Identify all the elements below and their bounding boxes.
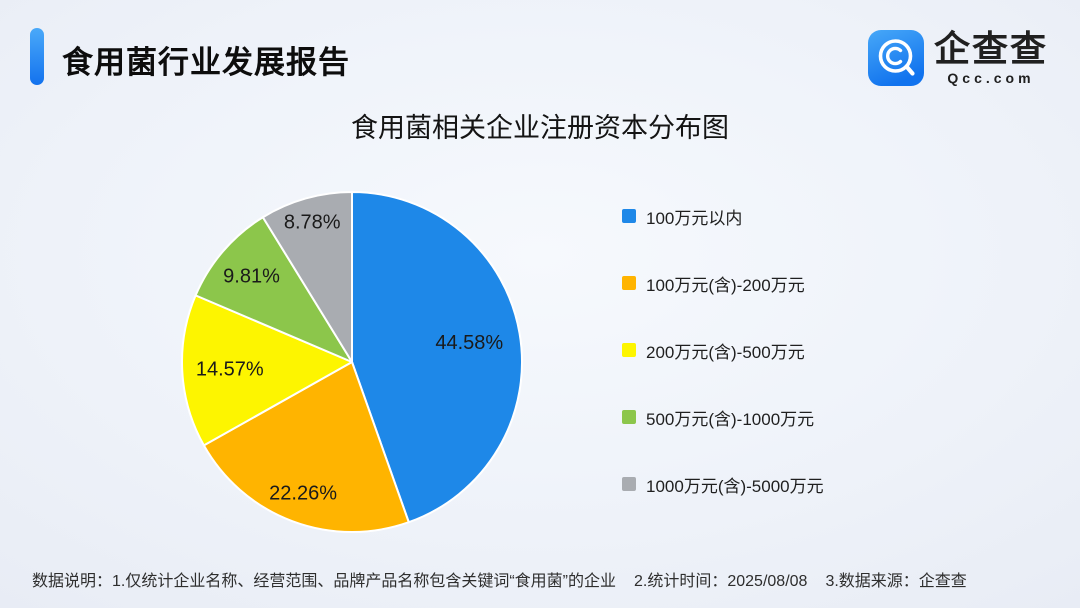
legend-label: 1000万元(含)-5000万元 (646, 476, 824, 496)
pie-svg: 44.58% 22.26% 14.57% 9.81% 8.78% (181, 191, 523, 533)
legend-swatch-icon (622, 477, 636, 491)
pie-slice-value-1: 44.58% (435, 332, 503, 354)
pie-slice-3 (181, 294, 353, 447)
report-title: 食用菌行业发展报告 (62, 45, 350, 80)
legend-item-1: 100万元以内 (622, 205, 824, 228)
pie-slice-1 (351, 191, 523, 524)
legend-swatch-icon (622, 343, 636, 357)
qcc-logo-icon (867, 30, 924, 86)
footer-note-source: 3.数据来源：企查查 (825, 573, 967, 590)
legend-label: 100万元(含)-200万元 (646, 275, 805, 295)
legend-swatch-icon (622, 410, 636, 424)
footer-note: 数据说明：1.仅统计企业名称、经营范围、品牌产品名称包含关键词“食用菌”的企业 … (32, 567, 1062, 591)
qcc-logo-text: 企查查 Qcc.com (933, 27, 1048, 86)
legend-swatch-icon (622, 209, 636, 223)
legend-item-4: 500万元(含)-1000万元 (622, 406, 824, 429)
footer-note-scope: 数据说明：1.仅统计企业名称、经营范围、品牌产品名称包含关键词“食用菌”的企业 (32, 573, 617, 590)
legend-label: 200万元(含)-500万元 (646, 342, 805, 362)
pie-slice-value-3: 14.57% (196, 359, 264, 381)
chart-title: 食用菌相关企业注册资本分布图 (351, 113, 729, 143)
qcc-logo-name: 企查查 (933, 27, 1048, 69)
legend-item-5: 1000万元(含)-5000万元 (622, 473, 824, 496)
pie-slice-4 (194, 216, 353, 363)
qcc-logo: 企查查 Qcc.com (867, 27, 1048, 86)
pie-slice-value-2: 22.26% (269, 483, 337, 505)
pie-slice-value-4: 9.81% (223, 266, 280, 288)
footer-note-date: 2.统计时间：2025/08/08 (634, 573, 808, 590)
pie-slice-5 (261, 191, 353, 363)
legend-item-3: 200万元(含)-500万元 (622, 339, 824, 362)
pie-chart: 44.58% 22.26% 14.57% 9.81% 8.78% (180, 190, 524, 534)
pie-slice-2 (202, 361, 410, 533)
legend: 100万元以内 100万元(含)-200万元 200万元(含)-500万元 500万元… (622, 205, 824, 496)
pie-slice-value-5: 8.78% (284, 211, 341, 233)
legend-label: 100万元以内 (646, 208, 743, 228)
title-accent-bar (30, 28, 44, 85)
legend-swatch-icon (622, 276, 636, 290)
header: 食用菌行业发展报告 企查查 Qcc.com (0, 0, 1080, 100)
legend-label: 500万元(含)-1000万元 (646, 409, 815, 429)
qcc-logo-domain: Qcc.com (947, 69, 1035, 86)
legend-item-2: 100万元(含)-200万元 (622, 272, 824, 295)
